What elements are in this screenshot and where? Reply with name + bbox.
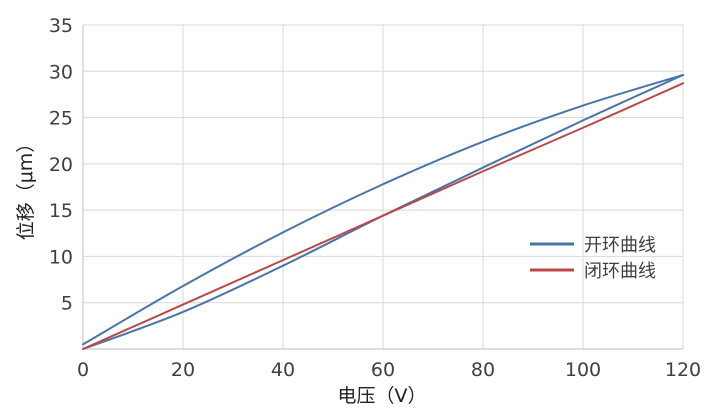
- x-tick-label: 60: [371, 359, 395, 381]
- y-tick-label: 10: [49, 246, 73, 268]
- y-tick-labels: 5 10 15 20 25 30 35: [49, 15, 73, 315]
- series-line-1-line: [82, 82, 684, 350]
- x-tick-labels: 0 20 40 60 80 100 120: [77, 359, 701, 381]
- x-tick-label: 20: [171, 359, 195, 381]
- x-axis-title: 电压（V）: [338, 385, 427, 407]
- x-tick-label: 120: [665, 359, 701, 381]
- y-tick-label: 15: [49, 200, 73, 222]
- legend-label: 开环曲线: [584, 235, 656, 256]
- y-tick-label: 30: [49, 61, 73, 83]
- series-layer: [82, 73, 684, 350]
- y-tick-label: 5: [61, 293, 73, 315]
- x-tick-label: 40: [271, 359, 295, 381]
- plot-frame: [82, 25, 683, 350]
- y-tick-label: 35: [49, 15, 73, 37]
- series-line-0-rising: [82, 73, 684, 346]
- x-tick-label: 0: [77, 359, 89, 381]
- y-tick-label: 25: [49, 108, 73, 130]
- grid-lines: [83, 24, 684, 349]
- y-tick-label: 20: [49, 154, 73, 176]
- x-tick-label: 80: [471, 359, 495, 381]
- legend-label: 闭环曲线: [584, 261, 656, 282]
- y-axis-title: 位移（μm）: [15, 134, 37, 241]
- x-tick-label: 100: [565, 359, 601, 381]
